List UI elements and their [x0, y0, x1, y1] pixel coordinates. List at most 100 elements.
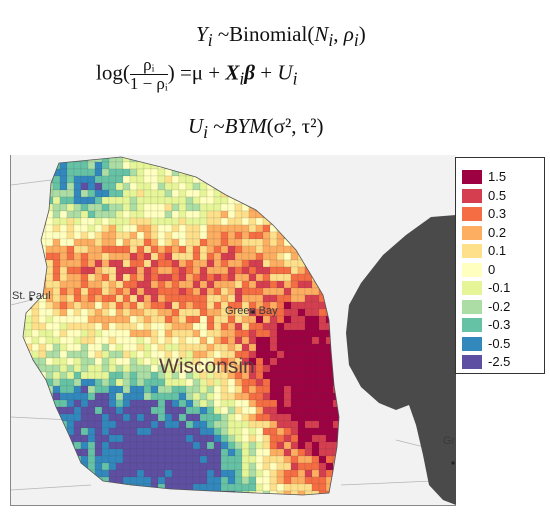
map-cell	[38, 343, 47, 352]
map-cell	[129, 469, 138, 478]
map-cell	[290, 322, 299, 331]
map-cell	[143, 308, 152, 317]
map-cell	[192, 406, 201, 415]
legend-item: 0.5	[462, 188, 542, 203]
map-cell	[297, 273, 306, 282]
map-cell	[311, 469, 320, 478]
map-cell	[318, 315, 327, 324]
map-cell	[150, 203, 159, 212]
map-cell	[269, 420, 278, 429]
map-cell	[241, 252, 250, 261]
map-cell	[178, 175, 187, 184]
map-cell	[199, 224, 208, 233]
map-cell	[101, 161, 110, 170]
map-cell	[136, 245, 145, 254]
map-cell	[185, 469, 194, 478]
map-cell	[94, 175, 103, 184]
map-cell	[164, 462, 173, 471]
map-cell	[94, 161, 103, 170]
map-cell	[136, 301, 145, 310]
map-cell	[241, 476, 250, 485]
map-cell	[52, 371, 61, 380]
map-cell	[290, 259, 299, 268]
map-cell	[276, 462, 285, 471]
map-cell	[73, 336, 82, 345]
map-cell	[45, 217, 54, 226]
map-cell	[318, 462, 327, 471]
map-cell	[192, 399, 201, 408]
map-cell	[73, 203, 82, 212]
map-cell	[59, 224, 68, 233]
map-cell	[227, 469, 236, 478]
map-cell	[199, 420, 208, 429]
map-cell	[94, 434, 103, 443]
map-cell	[178, 378, 187, 387]
map-cell	[59, 252, 68, 261]
map-cell	[157, 399, 166, 408]
map-cell	[115, 413, 124, 422]
map-cell	[178, 252, 187, 261]
map-cell	[192, 294, 201, 303]
map-cell	[129, 273, 138, 282]
map-cell	[206, 406, 215, 415]
map-cell	[234, 259, 243, 268]
map-cell	[136, 476, 145, 485]
map-cell	[157, 322, 166, 331]
map-cell	[129, 336, 138, 345]
legend-item: -0.5	[462, 336, 542, 351]
legend-swatch	[462, 299, 482, 314]
map-cell	[248, 259, 257, 268]
map-cell	[115, 210, 124, 219]
map-cell	[66, 343, 75, 352]
map-cell	[80, 287, 89, 296]
map-cell	[178, 231, 187, 240]
map-cell	[101, 189, 110, 198]
eq2-fraction: ρᵢ 1 − ρᵢ	[129, 56, 168, 93]
map-cell	[262, 406, 271, 415]
map-cell	[59, 280, 68, 289]
city-label-edge: Gr	[443, 435, 456, 447]
map-cell	[80, 448, 89, 457]
map-cell	[157, 448, 166, 457]
map-cell	[129, 329, 138, 338]
map-cell	[290, 420, 299, 429]
map-cell	[157, 441, 166, 450]
map-cell	[143, 217, 152, 226]
map-cell	[136, 210, 145, 219]
map-cell	[192, 427, 201, 436]
map-cell	[318, 448, 327, 457]
map-cell	[178, 287, 187, 296]
map-cell	[318, 427, 327, 436]
map-cell	[311, 434, 320, 443]
map-cell	[136, 469, 145, 478]
map-cell	[311, 476, 320, 485]
map-cell	[297, 357, 306, 366]
map-cell	[73, 392, 82, 401]
map-cell	[178, 210, 187, 219]
map-cell	[220, 455, 229, 464]
map-cell	[108, 252, 117, 261]
map-cell	[24, 336, 33, 345]
map-cell	[241, 392, 250, 401]
map-cell	[178, 406, 187, 415]
map-cell	[115, 462, 124, 471]
map-cell	[213, 448, 222, 457]
map-cell	[108, 371, 117, 380]
map-cell	[122, 441, 131, 450]
map-cell	[213, 308, 222, 317]
map-cell	[94, 378, 103, 387]
map-cell	[304, 357, 313, 366]
map-cell	[101, 378, 110, 387]
map-cell	[157, 175, 166, 184]
map-cell	[115, 308, 124, 317]
map-cell	[262, 441, 271, 450]
map-cell	[80, 252, 89, 261]
map-cell	[31, 336, 40, 345]
map-cell	[304, 329, 313, 338]
map-cell	[213, 245, 222, 254]
map-cell	[220, 224, 229, 233]
map-cell	[73, 161, 82, 170]
map-cell	[227, 378, 236, 387]
map-cell	[80, 434, 89, 443]
map-cell	[136, 448, 145, 457]
